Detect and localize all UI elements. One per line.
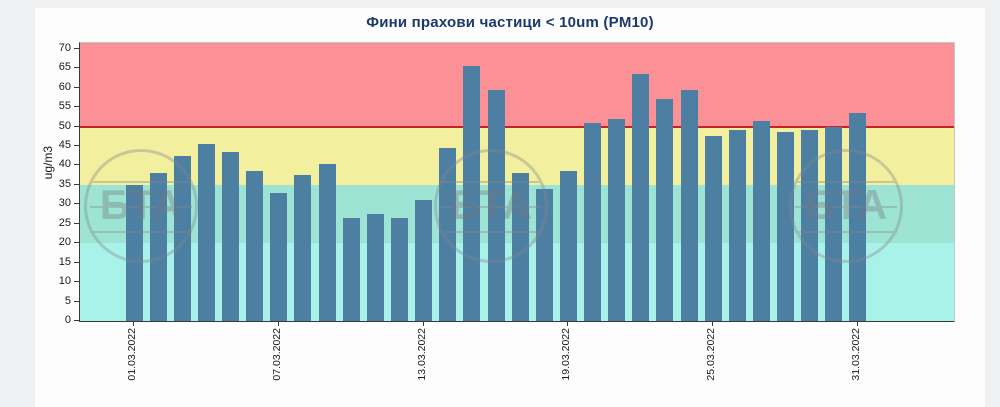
x-tick-label: 19.03.2022 (560, 328, 573, 381)
bar (197, 144, 215, 321)
y-tick-label: 25 (58, 216, 71, 229)
bar (777, 132, 795, 321)
y-tick-mark (74, 320, 79, 321)
watermark: БТА (84, 149, 198, 263)
y-tick-mark (74, 183, 79, 185)
bar (294, 175, 312, 321)
y-tick-mark (74, 47, 79, 49)
watermark-line (795, 231, 897, 234)
y-tick-mark (74, 222, 79, 224)
y-tick-label: 5 (64, 294, 71, 307)
watermark-text: БТА (804, 181, 888, 229)
bar (318, 163, 336, 321)
bar (222, 151, 240, 321)
y-tick-mark (74, 242, 79, 244)
x-tick-label: 31.03.2022 (849, 328, 862, 381)
bar (704, 136, 722, 321)
bar (270, 192, 288, 321)
watermark-line (90, 180, 192, 183)
bar (752, 120, 770, 321)
watermark-globe-icon (84, 149, 198, 263)
bar (728, 130, 746, 321)
y-tick-mark (74, 125, 79, 127)
bar (246, 171, 264, 321)
y-tick-mark (74, 300, 79, 302)
x-tick-label: 13.03.2022 (415, 328, 428, 381)
x-tick-mark (712, 322, 714, 326)
y-tick-label: 65 (58, 61, 71, 74)
bar (680, 89, 698, 321)
watermark-globe-icon (789, 149, 903, 263)
y-tick-label: 30 (58, 197, 71, 210)
watermark-line (90, 231, 192, 234)
watermark-line (795, 180, 897, 183)
chart-title: Фини прахови частици < 10um (PM10) (366, 14, 654, 31)
chart-panel: Фини прахови частици < 10um (PM10) ug/m3… (35, 8, 985, 407)
limit-line (80, 125, 954, 128)
x-tick-mark (277, 322, 279, 326)
bar (584, 122, 602, 321)
x-tick-mark (422, 322, 424, 326)
band-high (80, 43, 954, 127)
y-tick-label: 10 (58, 275, 71, 288)
x-tick-mark (567, 322, 569, 326)
watermark-globe-icon (434, 149, 548, 263)
y-tick-mark (74, 164, 79, 166)
bar (608, 118, 626, 321)
y-tick-label: 55 (58, 100, 71, 113)
watermark-line (90, 206, 192, 208)
watermark-line (440, 231, 542, 234)
bar (632, 74, 650, 321)
watermark-line (795, 206, 897, 208)
y-tick-label: 60 (58, 80, 71, 93)
y-tick-mark (74, 106, 79, 108)
y-tick-label: 20 (58, 236, 71, 249)
watermark-text: БТА (99, 181, 183, 229)
bar (559, 171, 577, 321)
y-tick-label: 70 (58, 41, 71, 54)
x-tick-label: 01.03.2022 (126, 328, 139, 381)
watermark-line (440, 206, 542, 208)
bar (390, 217, 408, 321)
y-tick-mark (74, 145, 79, 147)
y-tick-mark (74, 281, 79, 283)
y-tick-mark (74, 203, 79, 205)
y-tick-mark (74, 86, 79, 88)
y-tick-label: 0 (64, 314, 71, 326)
bar (415, 200, 433, 321)
y-tick-label: 50 (58, 119, 71, 132)
x-tick-label: 07.03.2022 (270, 328, 283, 381)
bar (366, 214, 384, 321)
bar (342, 217, 360, 321)
y-tick-label: 15 (58, 255, 71, 268)
watermark: БТА (789, 149, 903, 263)
watermark-line (440, 180, 542, 183)
x-tick-mark (133, 322, 135, 326)
x-tick-label: 25.03.2022 (705, 328, 718, 381)
watermark-text: БТА (449, 181, 533, 229)
bar (656, 99, 674, 321)
plot-area: БТА БТА БТА (79, 42, 955, 322)
y-tick-mark (74, 261, 79, 263)
y-tick-label: 40 (58, 158, 71, 171)
watermark: БТА (434, 149, 548, 263)
x-tick-mark (856, 322, 858, 326)
y-tick-label: 45 (58, 139, 71, 152)
y-tick-label: 35 (58, 177, 71, 190)
y-tick-mark (74, 67, 79, 69)
